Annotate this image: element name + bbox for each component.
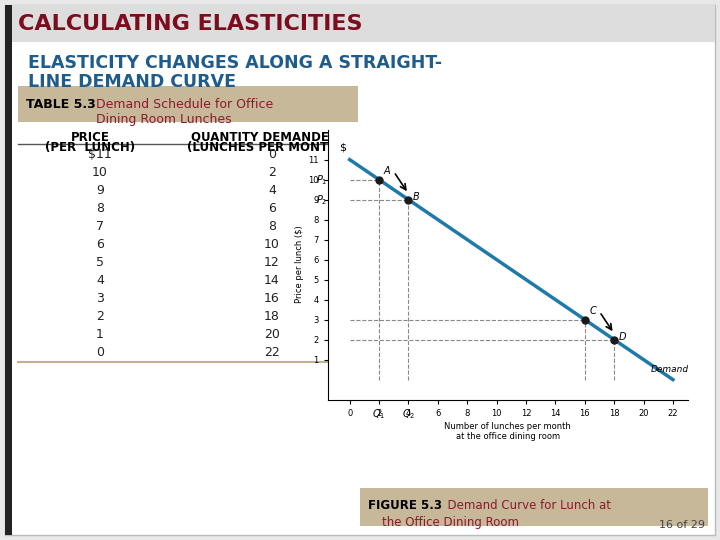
Text: 2: 2 bbox=[96, 310, 104, 323]
Text: 4: 4 bbox=[268, 184, 276, 197]
Text: $Q_1$: $Q_1$ bbox=[372, 408, 386, 421]
Text: (LUNCHES PER MONTH): (LUNCHES PER MONTH) bbox=[186, 141, 343, 154]
Bar bbox=[18, 86, 358, 122]
Text: D: D bbox=[618, 332, 626, 342]
Text: 5: 5 bbox=[96, 256, 104, 269]
Text: 16 of 29: 16 of 29 bbox=[659, 520, 705, 530]
Text: (PER  LUNCH): (PER LUNCH) bbox=[45, 141, 135, 154]
Bar bbox=[360, 488, 708, 526]
Text: PRICE: PRICE bbox=[71, 131, 109, 144]
Text: 2: 2 bbox=[268, 166, 276, 179]
Text: 4: 4 bbox=[96, 274, 104, 287]
Text: $P_1$: $P_1$ bbox=[316, 173, 328, 186]
Text: 16: 16 bbox=[264, 292, 280, 305]
Text: $11: $11 bbox=[88, 148, 112, 161]
Text: 20: 20 bbox=[264, 328, 280, 341]
Text: Dining Room Lunches: Dining Room Lunches bbox=[96, 112, 232, 125]
Text: 9: 9 bbox=[96, 184, 104, 197]
X-axis label: Number of lunches per month
at the office dining room: Number of lunches per month at the offic… bbox=[444, 422, 571, 441]
Text: $: $ bbox=[339, 143, 346, 153]
Text: CALCULATING ELASTICITIES: CALCULATING ELASTICITIES bbox=[18, 14, 362, 34]
Text: 3: 3 bbox=[96, 292, 104, 305]
Text: Demand: Demand bbox=[651, 365, 689, 374]
Text: 22: 22 bbox=[264, 346, 280, 359]
Text: 1: 1 bbox=[96, 328, 104, 341]
Text: ELASTICITY CHANGES ALONG A STRAIGHT-: ELASTICITY CHANGES ALONG A STRAIGHT- bbox=[28, 54, 442, 72]
Text: 0: 0 bbox=[268, 148, 276, 161]
Text: TABLE 5.3: TABLE 5.3 bbox=[26, 98, 96, 111]
Text: $P_2$: $P_2$ bbox=[316, 193, 328, 206]
Text: 0: 0 bbox=[96, 346, 104, 359]
Text: Demand Curve for Lunch at: Demand Curve for Lunch at bbox=[440, 499, 611, 512]
Text: FIGURE 5.3: FIGURE 5.3 bbox=[368, 499, 442, 512]
Text: A: A bbox=[384, 166, 390, 176]
Text: C: C bbox=[589, 306, 596, 315]
Text: 8: 8 bbox=[96, 202, 104, 215]
Text: QUANTITY DEMANDED: QUANTITY DEMANDED bbox=[192, 131, 339, 144]
Text: 10: 10 bbox=[92, 166, 108, 179]
Bar bbox=[5, 5, 12, 535]
Text: 6: 6 bbox=[96, 238, 104, 251]
Text: Demand Schedule for Office: Demand Schedule for Office bbox=[96, 98, 274, 111]
Text: 18: 18 bbox=[264, 310, 280, 323]
Text: 6: 6 bbox=[268, 202, 276, 215]
Text: 12: 12 bbox=[264, 256, 280, 269]
Y-axis label: Price per lunch ($): Price per lunch ($) bbox=[295, 226, 304, 303]
Text: 8: 8 bbox=[268, 220, 276, 233]
Text: 7: 7 bbox=[96, 220, 104, 233]
Text: 14: 14 bbox=[264, 274, 280, 287]
Text: $Q_2$: $Q_2$ bbox=[402, 408, 415, 421]
Text: B: B bbox=[413, 192, 420, 201]
Text: 10: 10 bbox=[264, 238, 280, 251]
Text: LINE DEMAND CURVE: LINE DEMAND CURVE bbox=[28, 73, 236, 91]
Text: the Office Dining Room: the Office Dining Room bbox=[382, 516, 519, 529]
Bar bbox=[12, 5, 715, 42]
